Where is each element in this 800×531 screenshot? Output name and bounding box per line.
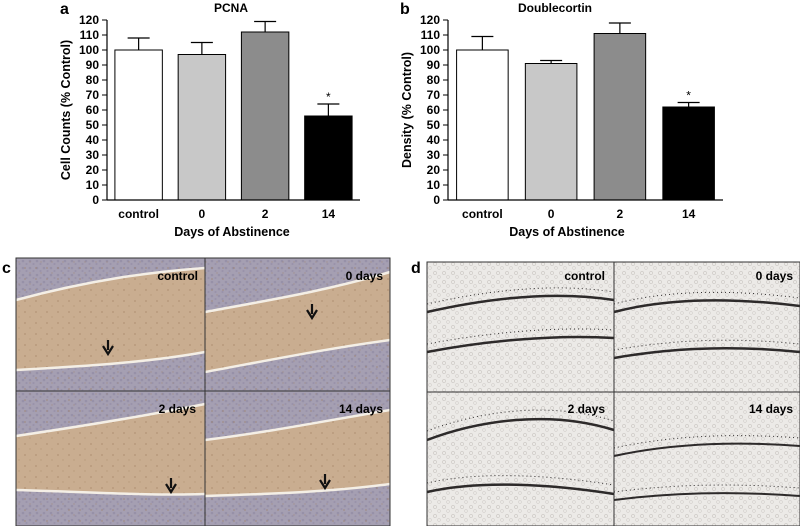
x-tick-label: control [462, 207, 503, 221]
chart-title: PCNA [214, 1, 248, 15]
y-tick-label: 100 [420, 43, 440, 57]
panel-letter-b: b [400, 1, 410, 18]
panel-letter-a: a [60, 1, 69, 18]
micrograph-label: 2 days [568, 402, 606, 416]
bar [456, 49, 509, 201]
micrograph-panel-d: control 0 days 2 days 14 d [426, 261, 800, 527]
significance-marker: * [686, 89, 691, 103]
x-tick-label: 2 [262, 207, 269, 221]
y-tick-label: 30 [86, 148, 100, 162]
y-tick-label: 80 [427, 73, 441, 87]
x-tick-label: 0 [548, 207, 555, 221]
micrograph-c-0-days: 0 days [204, 258, 391, 391]
micrograph-label: control [564, 269, 605, 283]
micrograph-label: 14 days [339, 402, 383, 416]
y-tick-label: 60 [86, 103, 100, 117]
y-tick-label: 90 [427, 58, 441, 72]
micrograph-label: 14 days [749, 402, 793, 416]
x-tick-label: control [118, 207, 159, 221]
arrow-icon [319, 474, 331, 491]
y-tick-label: 40 [427, 133, 441, 147]
y-tick-label: 110 [421, 28, 441, 42]
y-axis-label: Density (% Control) [400, 52, 414, 168]
micrograph-d-control: control [426, 262, 615, 392]
micrograph-label: 0 days [346, 269, 384, 283]
y-tick-label: 0 [92, 193, 99, 207]
arrow-icon [102, 340, 114, 357]
bar [593, 33, 647, 201]
y-tick-label: 20 [86, 163, 100, 177]
y-tick-label: 70 [427, 88, 441, 102]
micrograph-c-2-days: 2 days [15, 391, 206, 526]
micrograph-d-2-days: 2 days [426, 392, 615, 526]
bar [114, 49, 163, 201]
y-tick-label: 20 [427, 163, 441, 177]
chart-doublecortin: Doublecortin Days of Abstinence Density … [400, 1, 723, 239]
x-tick-label: 14 [682, 207, 696, 221]
y-tick-label: 10 [427, 178, 441, 192]
y-tick-label: 70 [86, 88, 100, 102]
micrograph-c-control: control [15, 258, 206, 391]
y-axis-label: Cell Counts (% Control) [59, 40, 73, 180]
chart-pcna: PCNA Days of Abstinence Cell Counts (% C… [59, 1, 360, 239]
micrograph-label: control [157, 269, 198, 283]
micrograph-panel-c: control 0 days 2 days [15, 257, 391, 527]
bar [662, 106, 715, 201]
arrow-icon [306, 304, 318, 321]
y-tick-label: 60 [427, 103, 441, 117]
y-tick-label: 40 [86, 133, 100, 147]
y-tick-label: 80 [86, 73, 100, 87]
y-tick-label: 90 [86, 58, 100, 72]
y-tick-label: 110 [80, 28, 100, 42]
x-tick-label: 0 [199, 207, 206, 221]
micrograph-d-0-days: 0 days [613, 262, 800, 392]
x-tick-label: 14 [322, 207, 336, 221]
panel-letter-d: d [411, 260, 421, 277]
x-axis-label: Days of Abstinence [509, 225, 625, 239]
panel-letter-c: c [2, 260, 11, 277]
bar [240, 31, 290, 201]
micrograph-c-14-days: 14 days [204, 391, 391, 526]
arrow-icon [165, 478, 177, 495]
y-tick-label: 120 [79, 13, 99, 27]
y-tick-label: 120 [420, 13, 440, 27]
chart-title: Doublecortin [518, 1, 592, 15]
bar [524, 63, 578, 201]
bar [177, 54, 227, 201]
x-axis-label: Days of Abstinence [174, 225, 290, 239]
y-tick-label: 50 [86, 118, 100, 132]
y-tick-label: 100 [79, 43, 99, 57]
bar [304, 115, 353, 201]
significance-marker: * [326, 90, 331, 104]
y-tick-label: 50 [427, 118, 441, 132]
y-tick-label: 10 [86, 178, 100, 192]
micrograph-d-14-days: 14 days [613, 392, 800, 526]
y-tick-label: 0 [433, 193, 440, 207]
micrograph-label: 2 days [159, 402, 197, 416]
x-tick-label: 2 [617, 207, 624, 221]
micrograph-label: 0 days [756, 269, 794, 283]
y-tick-label: 30 [427, 148, 441, 162]
